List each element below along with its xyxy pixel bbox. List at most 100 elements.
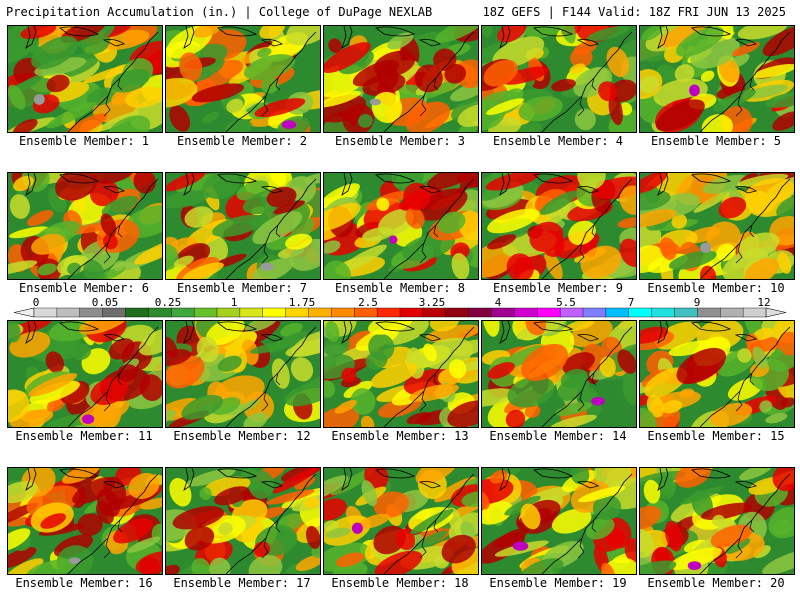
ensemble-member-label: Ensemble Member: 8 bbox=[334, 281, 466, 295]
colorbar-tick-label: 0.25 bbox=[154, 296, 182, 309]
colorbar-tick-label: 5.5 bbox=[556, 296, 576, 309]
colorbar-tick-label: 2.5 bbox=[358, 296, 378, 309]
precip-map bbox=[166, 173, 320, 279]
colorbar-swatch bbox=[720, 307, 744, 318]
colorbar-swatch bbox=[56, 307, 81, 318]
precip-map bbox=[640, 468, 794, 574]
colorbar-swatch bbox=[445, 307, 470, 318]
precip-map bbox=[166, 26, 320, 132]
ensemble-member-panel bbox=[323, 467, 479, 575]
colorbar-swatch bbox=[742, 307, 767, 318]
ensemble-member-panel bbox=[639, 25, 795, 133]
colorbar-tick-label: 0.05 bbox=[91, 296, 119, 309]
colorbar-swatch bbox=[376, 307, 401, 318]
colorbar-swatch bbox=[148, 307, 172, 318]
ensemble-member-panel bbox=[639, 320, 795, 428]
ensemble-member-label: Ensemble Member: 20 bbox=[647, 576, 785, 590]
colorbar-swatch bbox=[697, 307, 721, 318]
precip-map bbox=[8, 26, 162, 132]
ensemble-member-label: Ensemble Member: 17 bbox=[173, 576, 311, 590]
precip-map bbox=[324, 468, 478, 574]
ensemble-member-panel bbox=[639, 172, 795, 280]
ensemble-member-label: Ensemble Member: 13 bbox=[331, 429, 469, 443]
colorbar-swatch bbox=[239, 307, 264, 318]
ensemble-member-panel bbox=[7, 320, 163, 428]
ensemble-member-label: Ensemble Member: 19 bbox=[489, 576, 627, 590]
colorbar-swatch bbox=[33, 307, 58, 318]
ensemble-member-panel bbox=[481, 25, 637, 133]
ensemble-member-panel bbox=[7, 467, 163, 575]
colorbar-swatch bbox=[171, 307, 195, 318]
colorbar-swatch bbox=[79, 307, 104, 318]
colorbar-swatch bbox=[605, 307, 630, 318]
ensemble-member-panel bbox=[639, 467, 795, 575]
colorbar-swatch bbox=[537, 307, 561, 318]
header-title: Precipitation Accumulation (in.) | Colle… bbox=[6, 5, 433, 19]
precip-map bbox=[640, 26, 794, 132]
precip-map bbox=[324, 173, 478, 279]
colorbar-swatch bbox=[354, 307, 378, 318]
precip-map bbox=[166, 468, 320, 574]
colorbar-swatch bbox=[628, 307, 653, 318]
colorbar-swatch bbox=[399, 307, 424, 318]
ensemble-member-panel bbox=[323, 25, 479, 133]
colorbar-swatch bbox=[674, 307, 698, 318]
colorbar-tick-label: 0 bbox=[32, 296, 40, 309]
precip-map bbox=[166, 321, 320, 427]
ensemble-member-label: Ensemble Member: 16 bbox=[15, 576, 153, 590]
ensemble-member-label: Ensemble Member: 7 bbox=[176, 281, 308, 295]
precip-map bbox=[482, 321, 636, 427]
ensemble-member-label: Ensemble Member: 18 bbox=[331, 576, 469, 590]
ensemble-member-label: Ensemble Member: 10 bbox=[647, 281, 785, 295]
precip-map bbox=[8, 468, 162, 574]
colorbar-swatch bbox=[102, 307, 127, 318]
colorbar-swatch bbox=[651, 307, 676, 318]
precip-map bbox=[8, 173, 162, 279]
colorbar bbox=[13, 307, 787, 318]
colorbar-swatch bbox=[491, 307, 515, 318]
precip-map bbox=[482, 173, 636, 279]
ensemble-member-label: Ensemble Member: 15 bbox=[647, 429, 785, 443]
precip-map bbox=[640, 173, 794, 279]
ensemble-member-panel bbox=[481, 320, 637, 428]
ensemble-member-panel bbox=[165, 320, 321, 428]
ensemble-member-label: Ensemble Member: 5 bbox=[650, 134, 782, 148]
ensemble-member-panel bbox=[7, 25, 163, 133]
colorbar-swatch bbox=[262, 307, 287, 318]
ensemble-member-panel bbox=[165, 467, 321, 575]
precip-map bbox=[640, 321, 794, 427]
precip-map bbox=[324, 26, 478, 132]
ensemble-member-panel bbox=[7, 172, 163, 280]
ensemble-member-label: Ensemble Member: 2 bbox=[176, 134, 308, 148]
ensemble-member-label: Ensemble Member: 1 bbox=[18, 134, 150, 148]
ensemble-member-panel bbox=[165, 172, 321, 280]
colorbar-swatch bbox=[125, 307, 149, 318]
ensemble-member-label: Ensemble Member: 12 bbox=[173, 429, 311, 443]
colorbar-labels: 0 0.05 0.25 1 1.75 2.5 3.25 4 5.5 7 9 12 bbox=[0, 296, 800, 309]
colorbar-swatch bbox=[559, 307, 584, 318]
ensemble-member-label: Ensemble Member: 14 bbox=[489, 429, 627, 443]
colorbar-swatch bbox=[285, 307, 310, 318]
precip-map bbox=[482, 468, 636, 574]
precip-map bbox=[324, 321, 478, 427]
ensemble-member-label: Ensemble Member: 9 bbox=[492, 281, 624, 295]
colorbar-tick-label: 1.75 bbox=[288, 296, 316, 309]
precip-map bbox=[8, 321, 162, 427]
colorbar-swatch bbox=[331, 307, 355, 318]
colorbar-tick-label: 7 bbox=[627, 296, 635, 309]
ensemble-member-panel bbox=[323, 172, 479, 280]
colorbar-swatch bbox=[308, 307, 332, 318]
colorbar-swatch bbox=[582, 307, 607, 318]
precip-map bbox=[482, 26, 636, 132]
ensemble-member-label: Ensemble Member: 6 bbox=[18, 281, 150, 295]
ensemble-member-panel bbox=[323, 320, 479, 428]
ensemble-member-panel bbox=[481, 172, 637, 280]
colorbar-swatch bbox=[216, 307, 241, 318]
header-run-info: 18Z GEFS | F144 Valid: 18Z FRI JUN 13 20… bbox=[482, 5, 786, 19]
ensemble-member-label: Ensemble Member: 4 bbox=[492, 134, 624, 148]
colorbar-tick-label: 12 bbox=[757, 296, 771, 309]
colorbar-tick-label: 3.25 bbox=[418, 296, 446, 309]
colorbar-tick-label: 4 bbox=[494, 296, 502, 309]
colorbar-swatch bbox=[422, 307, 447, 318]
colorbar-tick-label: 9 bbox=[693, 296, 701, 309]
